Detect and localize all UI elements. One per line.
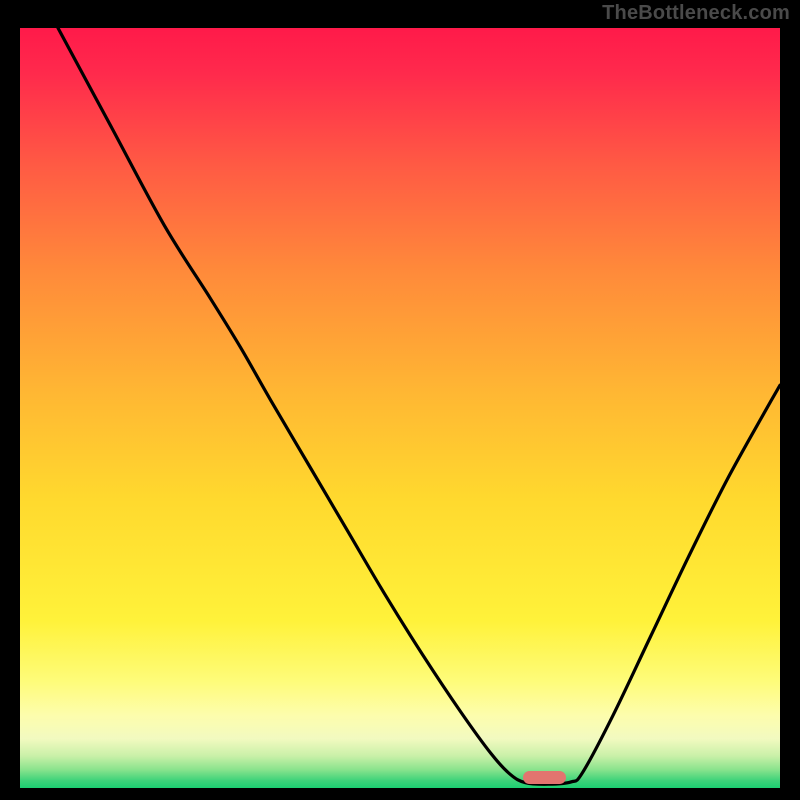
watermark-text: TheBottleneck.com: [602, 2, 790, 25]
optimum-marker: [523, 771, 566, 783]
bottleneck-curve: [20, 28, 780, 788]
plot-area: [20, 28, 780, 782]
chart-frame: { "watermark": { "text": "TheBottleneck.…: [0, 0, 800, 800]
